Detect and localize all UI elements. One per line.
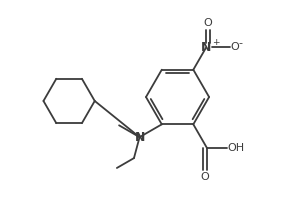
- Text: O: O: [201, 172, 210, 182]
- Text: +: +: [212, 38, 220, 47]
- Text: O: O: [204, 18, 213, 28]
- Text: N: N: [201, 41, 211, 54]
- Text: OH: OH: [228, 143, 245, 153]
- Text: N: N: [134, 131, 145, 144]
- Text: -: -: [239, 39, 243, 48]
- Text: O: O: [231, 43, 239, 52]
